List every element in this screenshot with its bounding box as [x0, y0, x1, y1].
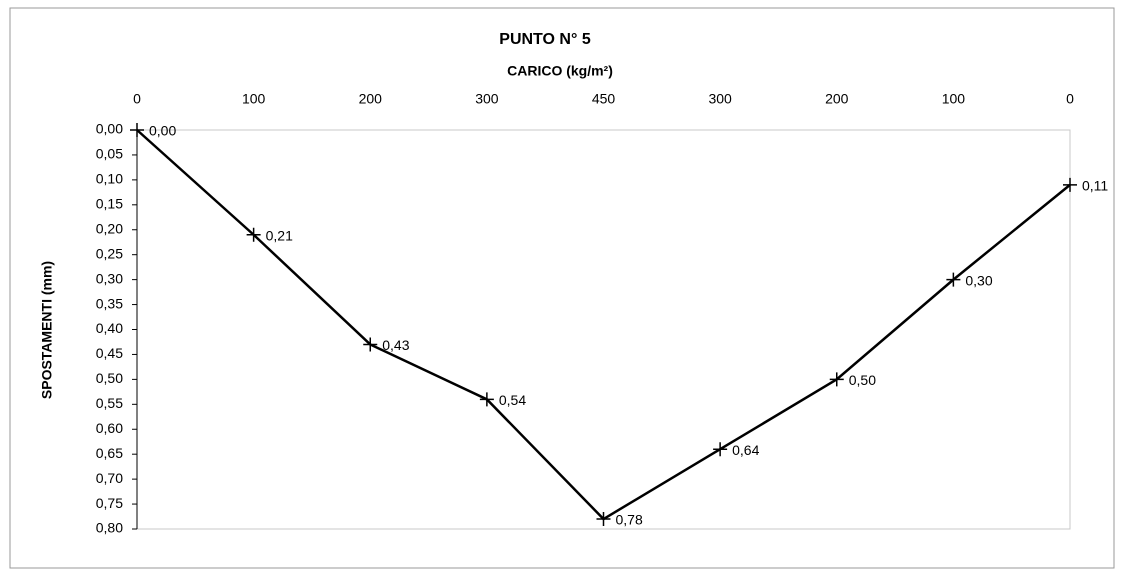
y-tick-label: 0,50	[96, 370, 123, 386]
marker	[829, 372, 844, 387]
chart-frame	[9, 7, 1115, 569]
data-label: 0,00	[149, 123, 176, 139]
y-tick-label: 0,20	[96, 220, 123, 236]
x-tick-label: 450	[592, 91, 616, 107]
x-tick-label: 300	[475, 91, 499, 107]
y-tick-label: 0,70	[96, 470, 123, 486]
marker	[946, 272, 961, 287]
x-tick-label: 200	[359, 91, 383, 107]
chart-title: PUNTO N° 5	[499, 31, 591, 48]
y-tick-label: 0,55	[96, 395, 123, 411]
x-tick-label: 300	[708, 91, 732, 107]
x-tick-label: 0	[133, 91, 141, 107]
y-tick-label: 0,00	[96, 121, 123, 137]
y-tick-label: 0,30	[96, 270, 123, 286]
marker	[363, 337, 378, 352]
marker	[713, 442, 728, 457]
data-label: 0,30	[965, 272, 992, 288]
marker	[130, 123, 144, 137]
x-axis-label: CARICO (kg/m²)	[507, 63, 613, 79]
data-label: 0,43	[382, 337, 409, 353]
marker	[596, 512, 611, 527]
y-tick-label: 0,80	[96, 520, 123, 536]
x-tick-label: 100	[242, 91, 266, 107]
y-tick-label: 0,25	[96, 245, 123, 261]
data-label: 0,50	[849, 372, 876, 388]
data-label: 0,64	[732, 442, 759, 458]
y-axis-label: SPOSTAMENTI (mm)	[39, 261, 55, 399]
data-label: 0,78	[616, 512, 643, 528]
y-tick-label: 0,75	[96, 495, 123, 511]
y-tick-label: 0,60	[96, 420, 123, 436]
y-tick-label: 0,05	[96, 146, 123, 162]
y-tick-label: 0,10	[96, 171, 123, 187]
x-tick-label: 0	[1066, 91, 1074, 107]
data-label: 0,11	[1082, 178, 1108, 194]
marker	[246, 227, 261, 242]
y-tick-label: 0,15	[96, 196, 123, 212]
y-tick-label: 0,35	[96, 295, 123, 311]
y-tick-label: 0,40	[96, 320, 123, 336]
plot-area	[136, 129, 1071, 530]
x-tick-label: 100	[942, 91, 966, 107]
data-line	[136, 129, 1071, 521]
y-tick-label: 0,65	[96, 445, 123, 461]
data-label: 0,54	[499, 392, 526, 408]
x-tick-label: 200	[825, 91, 849, 107]
y-tick-label: 0,45	[96, 345, 123, 361]
marker	[1063, 177, 1077, 192]
data-label: 0,21	[266, 227, 293, 243]
marker	[479, 392, 494, 407]
